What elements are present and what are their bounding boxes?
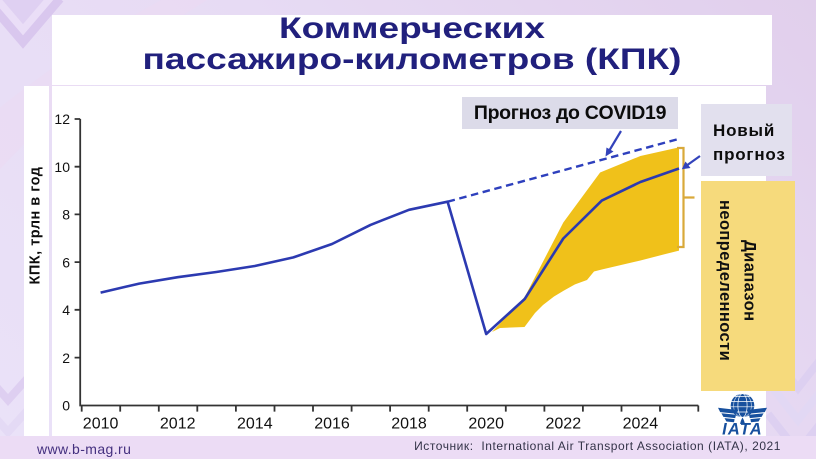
svg-text:2022: 2022 xyxy=(546,416,582,433)
svg-text:4: 4 xyxy=(62,302,70,318)
svg-text:2020: 2020 xyxy=(468,416,504,433)
svg-text:2012: 2012 xyxy=(160,416,196,433)
svg-text:6: 6 xyxy=(62,254,70,270)
svg-text:IATA: IATA xyxy=(722,421,763,439)
svg-text:2010: 2010 xyxy=(83,416,119,433)
svg-text:2: 2 xyxy=(62,350,70,366)
svg-text:2018: 2018 xyxy=(391,416,427,433)
svg-text:10: 10 xyxy=(54,159,70,175)
svg-text:0: 0 xyxy=(62,398,70,414)
svg-text:2024: 2024 xyxy=(623,416,659,433)
svg-text:2016: 2016 xyxy=(314,416,350,433)
svg-text:12: 12 xyxy=(54,111,70,127)
svg-text:8: 8 xyxy=(62,207,70,223)
svg-text:2014: 2014 xyxy=(237,416,273,433)
